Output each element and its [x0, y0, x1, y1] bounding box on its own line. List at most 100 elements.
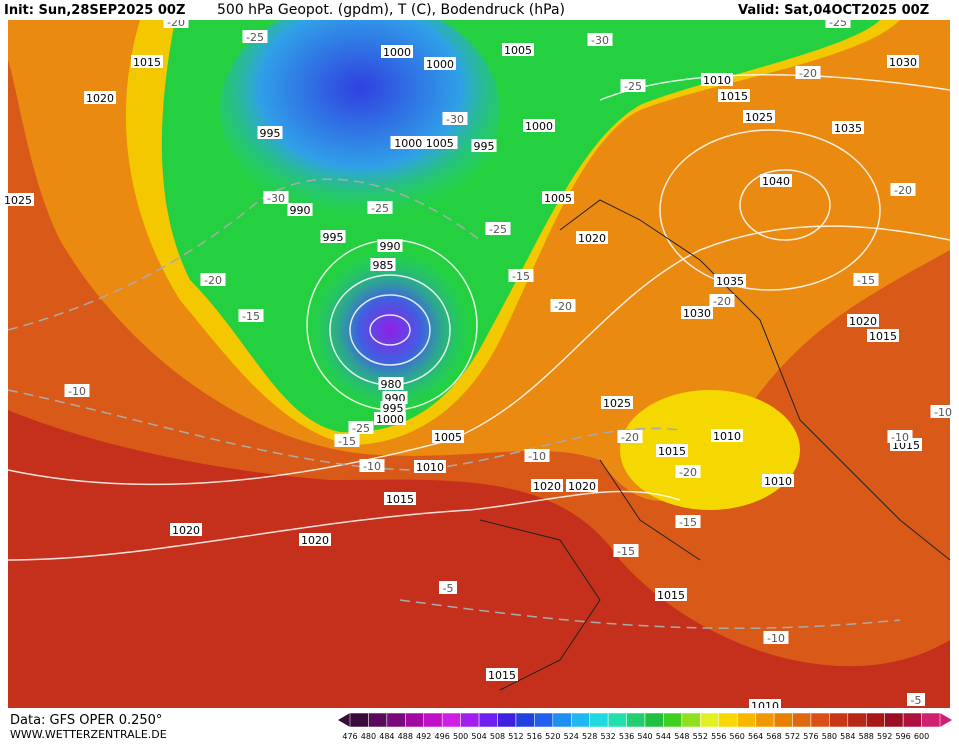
- temperature-label: -5: [443, 582, 454, 595]
- temperature-label: -15: [338, 435, 356, 448]
- isobar-label: 1015: [657, 589, 685, 602]
- temperature-label: -15: [679, 516, 697, 529]
- isobar-label: 1015: [386, 493, 414, 506]
- colorbar-tick-label: 508: [490, 732, 505, 741]
- colorbar-tick-label: 588: [859, 732, 874, 741]
- isobar-label-bg: [382, 391, 408, 404]
- temperature-label-bg: [334, 434, 360, 447]
- temperature-label-bg: [442, 112, 468, 125]
- temperature-label-bg: [200, 273, 226, 286]
- colorbar-swatch: [902, 712, 922, 728]
- colorbar-swatch: [755, 712, 775, 728]
- isobar-label: 1030: [683, 307, 711, 320]
- colorbar-swatch: [700, 712, 719, 728]
- colorbar-tick-label: 552: [693, 732, 708, 741]
- temperature-label-bg: [890, 183, 916, 196]
- colorbar-tick-label: 476: [342, 732, 357, 741]
- temperature-label: -20: [799, 67, 817, 80]
- isobar-label-bg: [320, 230, 346, 243]
- isobar-label-bg: [384, 492, 416, 505]
- temperature-label-bg: [617, 430, 643, 443]
- colorbar-swatch: [405, 712, 424, 728]
- isobar-label-bg: [414, 460, 446, 473]
- temperature-label: -15: [512, 270, 530, 283]
- colorbar-tick-label: 496: [435, 732, 450, 741]
- isobar-label-bg: [2, 193, 34, 206]
- colorbar-arrow-right: [940, 713, 952, 727]
- temperature-label: -20: [204, 274, 222, 287]
- temperature-label-bg: [242, 30, 268, 43]
- isobar-label-bg: [566, 479, 598, 492]
- temperature-label: -15: [617, 545, 635, 558]
- colorbar-swatch: [792, 712, 812, 728]
- data-source: Data: GFS OPER 0.250°: [10, 713, 162, 728]
- title: 500 hPa Geopot. (gpdm), T (C), Bodendruc…: [217, 2, 565, 18]
- coastlines: [479, 199, 951, 691]
- isobar-label-bg: [380, 401, 406, 414]
- isobar-label-bg: [656, 444, 688, 457]
- isobar-label-bg: [701, 73, 733, 86]
- isobar-label-bg: [471, 139, 497, 152]
- isobar-label: 1025: [745, 111, 773, 124]
- isobar-label-bg: [257, 126, 283, 139]
- temperature-label: -10: [934, 406, 952, 419]
- isobar-label-bg: [887, 55, 919, 68]
- isobar-label: 1020: [86, 92, 114, 105]
- valid-label: Valid: Sat,04OCT2025 00Z: [738, 3, 929, 18]
- colorbar-swatch: [497, 712, 517, 728]
- colorbar-tick-label: 548: [674, 732, 689, 741]
- isobar-label: 1000: [525, 120, 553, 133]
- temperature-label-bg: [613, 544, 639, 557]
- temperature-label-bg: [620, 79, 646, 92]
- isobar-label: 1015: [869, 330, 897, 343]
- colorbar-swatch: [386, 712, 406, 728]
- isobar-label: 1000: [376, 413, 404, 426]
- temperature-label: -30: [446, 113, 464, 126]
- colorbar-swatch: [884, 712, 904, 728]
- colorbar-swatch: [718, 712, 738, 728]
- temperature-label-bg: [485, 222, 511, 235]
- isobar-label-bg: [576, 231, 608, 244]
- temperature-label: -20: [621, 431, 639, 444]
- isobar-label: 1020: [301, 534, 329, 547]
- colorbar-swatch: [866, 712, 885, 728]
- isobar-label-bg: [381, 45, 413, 58]
- isobar-label-bg: [718, 89, 750, 102]
- colorbar-tick-label: 572: [785, 732, 800, 741]
- isobar-label: 1005: [434, 431, 462, 444]
- temperature-label-bg: [709, 294, 735, 307]
- blue-zone: [220, 0, 500, 220]
- temperature-label: -20: [679, 466, 697, 479]
- isobar-label-bg: [502, 43, 534, 56]
- isobar-label: 1025: [603, 397, 631, 410]
- colorbar-tick-label: 540: [637, 732, 652, 741]
- temperature-label: -30: [591, 34, 609, 47]
- colorbar-swatch: [552, 712, 572, 728]
- isobar-label: 1025: [4, 194, 32, 207]
- isobar-label: 1020: [578, 232, 606, 245]
- temperature-label: -10: [891, 431, 909, 444]
- colorbar-tick-label: 500: [453, 732, 468, 741]
- temperature-label: -30: [267, 192, 285, 205]
- colorbar-swatch: [441, 712, 461, 728]
- colorbar-tick-label: 584: [840, 732, 855, 741]
- isobar-label-bg: [714, 274, 746, 287]
- isobar-label: 1000: [383, 46, 411, 59]
- colorbar-swatch: [423, 712, 443, 728]
- isobar-label-bg: [287, 203, 313, 216]
- temperature-label-bg: [907, 693, 925, 706]
- isobar-label-bg: [601, 396, 633, 409]
- temperature-label-bg: [795, 66, 821, 79]
- temperature-label: -10: [528, 450, 546, 463]
- isobar-label: 1010: [764, 475, 792, 488]
- colorbar-swatch: [368, 712, 388, 728]
- temperature-label: -5: [911, 694, 922, 707]
- colorbar-tick-label: 532: [600, 732, 615, 741]
- init-label: Init: Sun,28SEP2025 00Z: [4, 3, 185, 18]
- isobar-label: 980: [381, 378, 402, 391]
- colorbar-swatch: [534, 712, 554, 728]
- isobar-label: 1035: [716, 275, 744, 288]
- temperature-label: -25: [352, 422, 370, 435]
- isobar-label-bg: [847, 314, 879, 327]
